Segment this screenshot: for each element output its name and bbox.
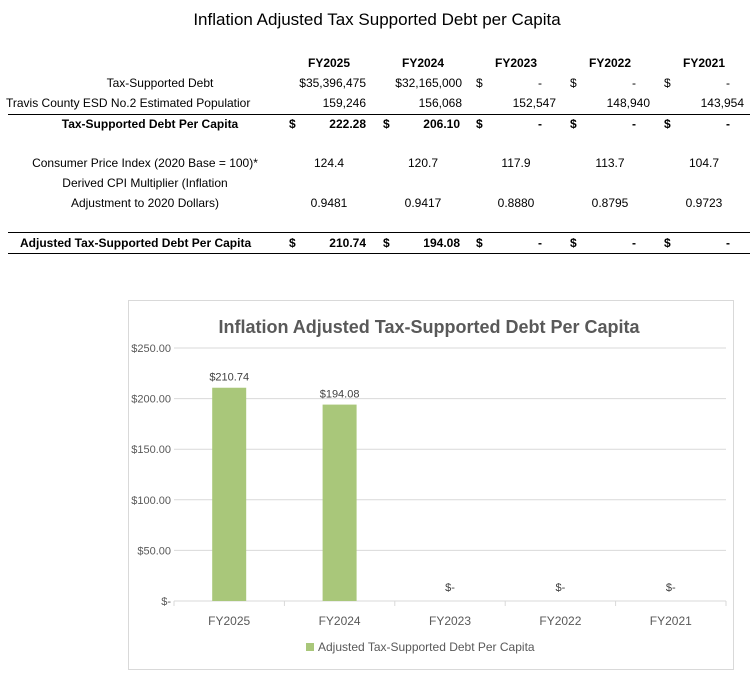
row-divider [8,232,750,233]
page-title: Inflation Adjusted Tax Supported Debt pe… [193,10,561,29]
cell-debt-fy2024: $32,165,000 [395,76,462,90]
chart-area: Inflation Adjusted Tax-Supported Debt Pe… [128,300,734,670]
currency-sign: $ [476,236,483,250]
currency-sign: $ [664,236,671,250]
currency-sign: $ [570,117,577,131]
column-header-fy2022: FY2022 [588,56,632,70]
data-label: $- [445,582,455,594]
x-tick-label: FY2024 [319,614,361,628]
cell-population-fy2025: 159,246 [322,96,366,110]
cell-multiplier-fy2025: 0.9481 [310,196,348,210]
cell-cpi-fy2025: 124.4 [313,156,345,170]
row-label-population: Travis County ESD No.2 Estimated Populat… [6,96,251,110]
currency-sign: $ [664,117,671,131]
data-label: $210.74 [209,372,249,384]
currency-sign: $ [383,236,390,250]
y-tick-label: $250.00 [131,343,171,355]
row-label-multiplier-line2: Adjustment to 2020 Dollars) [70,196,220,210]
cell-debt-fy2022: - [632,76,636,90]
row-label-tax-supported-debt: Tax-Supported Debt [106,76,214,90]
chart-title: Inflation Adjusted Tax-Supported Debt Pe… [218,317,640,337]
x-tick-label: FY2025 [208,614,250,628]
row-label-adjusted: Adjusted Tax-Supported Debt Per Capita [20,236,252,250]
y-tick-label: $150.00 [131,444,171,456]
row-label-multiplier-line1: Derived CPI Multiplier (Inflation [62,176,228,190]
legend-swatch [306,643,314,651]
cell-per-capita-fy2021: - [726,117,730,131]
column-header-fy2024: FY2024 [401,56,445,70]
data-label: $- [666,582,676,594]
cell-population-fy2022: 148,940 [606,96,650,110]
currency-sign: $ [664,76,671,90]
y-tick-label: $- [161,596,171,608]
row-divider [8,253,750,254]
cell-per-capita-fy2025: 222.28 [329,117,366,131]
x-tick-label: FY2021 [650,614,692,628]
cell-per-capita-fy2024: 206.10 [423,117,460,131]
y-tick-label: $200.00 [131,394,171,406]
cell-population-fy2023: 152,547 [512,96,556,110]
cell-multiplier-fy2022: 0.8795 [591,196,629,210]
cell-multiplier-fy2024: 0.9417 [404,196,442,210]
cell-multiplier-fy2021: 0.9723 [685,196,723,210]
cell-cpi-fy2022: 113.7 [595,156,625,170]
currency-sign: $ [570,76,577,90]
currency-sign: $ [570,236,577,250]
currency-sign: $ [289,236,296,250]
currency-sign: $ [383,117,390,131]
x-tick-label: FY2022 [539,614,581,628]
currency-sign: $ [289,117,296,131]
data-label: $- [556,582,566,594]
x-tick-label: FY2023 [429,614,471,628]
bar [212,387,247,601]
row-divider [8,114,750,115]
cell-population-fy2024: 156,068 [418,96,462,110]
column-header-fy2025: FY2025 [307,56,351,70]
row-label-per-capita: Tax-Supported Debt Per Capita [61,117,239,131]
cell-population-fy2021: 143,954 [700,96,744,110]
y-tick-label: $100.00 [131,495,171,507]
cell-adjusted-fy2025: 210.74 [329,236,366,250]
y-tick-label: $50.00 [137,545,171,557]
legend-label: Adjusted Tax-Supported Debt Per Capita [318,640,535,654]
cell-multiplier-fy2023: 0.8880 [497,196,535,210]
cell-cpi-fy2024: 120.7 [407,156,439,170]
cell-debt-fy2021: - [726,76,730,90]
cell-adjusted-fy2021: - [726,236,730,250]
cell-debt-fy2025: $35,396,475 [299,76,366,90]
cell-cpi-fy2021: 104.7 [688,156,720,170]
cell-adjusted-fy2022: - [632,236,636,250]
cell-adjusted-fy2024: 194.08 [423,236,460,250]
cell-adjusted-fy2023: - [538,236,542,250]
data-label: $194.08 [320,389,360,401]
currency-sign: $ [476,76,483,90]
cell-cpi-fy2023: 117.9 [501,156,531,170]
cell-per-capita-fy2023: - [538,117,542,131]
column-header-fy2021: FY2021 [682,56,726,70]
cell-debt-fy2023: - [538,76,542,90]
cell-per-capita-fy2022: - [632,117,636,131]
currency-sign: $ [476,117,483,131]
bar-chart: Inflation Adjusted Tax-Supported Debt Pe… [131,317,727,654]
column-header-fy2023: FY2023 [494,56,538,70]
row-label-cpi: Consumer Price Index (2020 Base = 100)* [32,156,258,170]
bar [322,404,357,601]
